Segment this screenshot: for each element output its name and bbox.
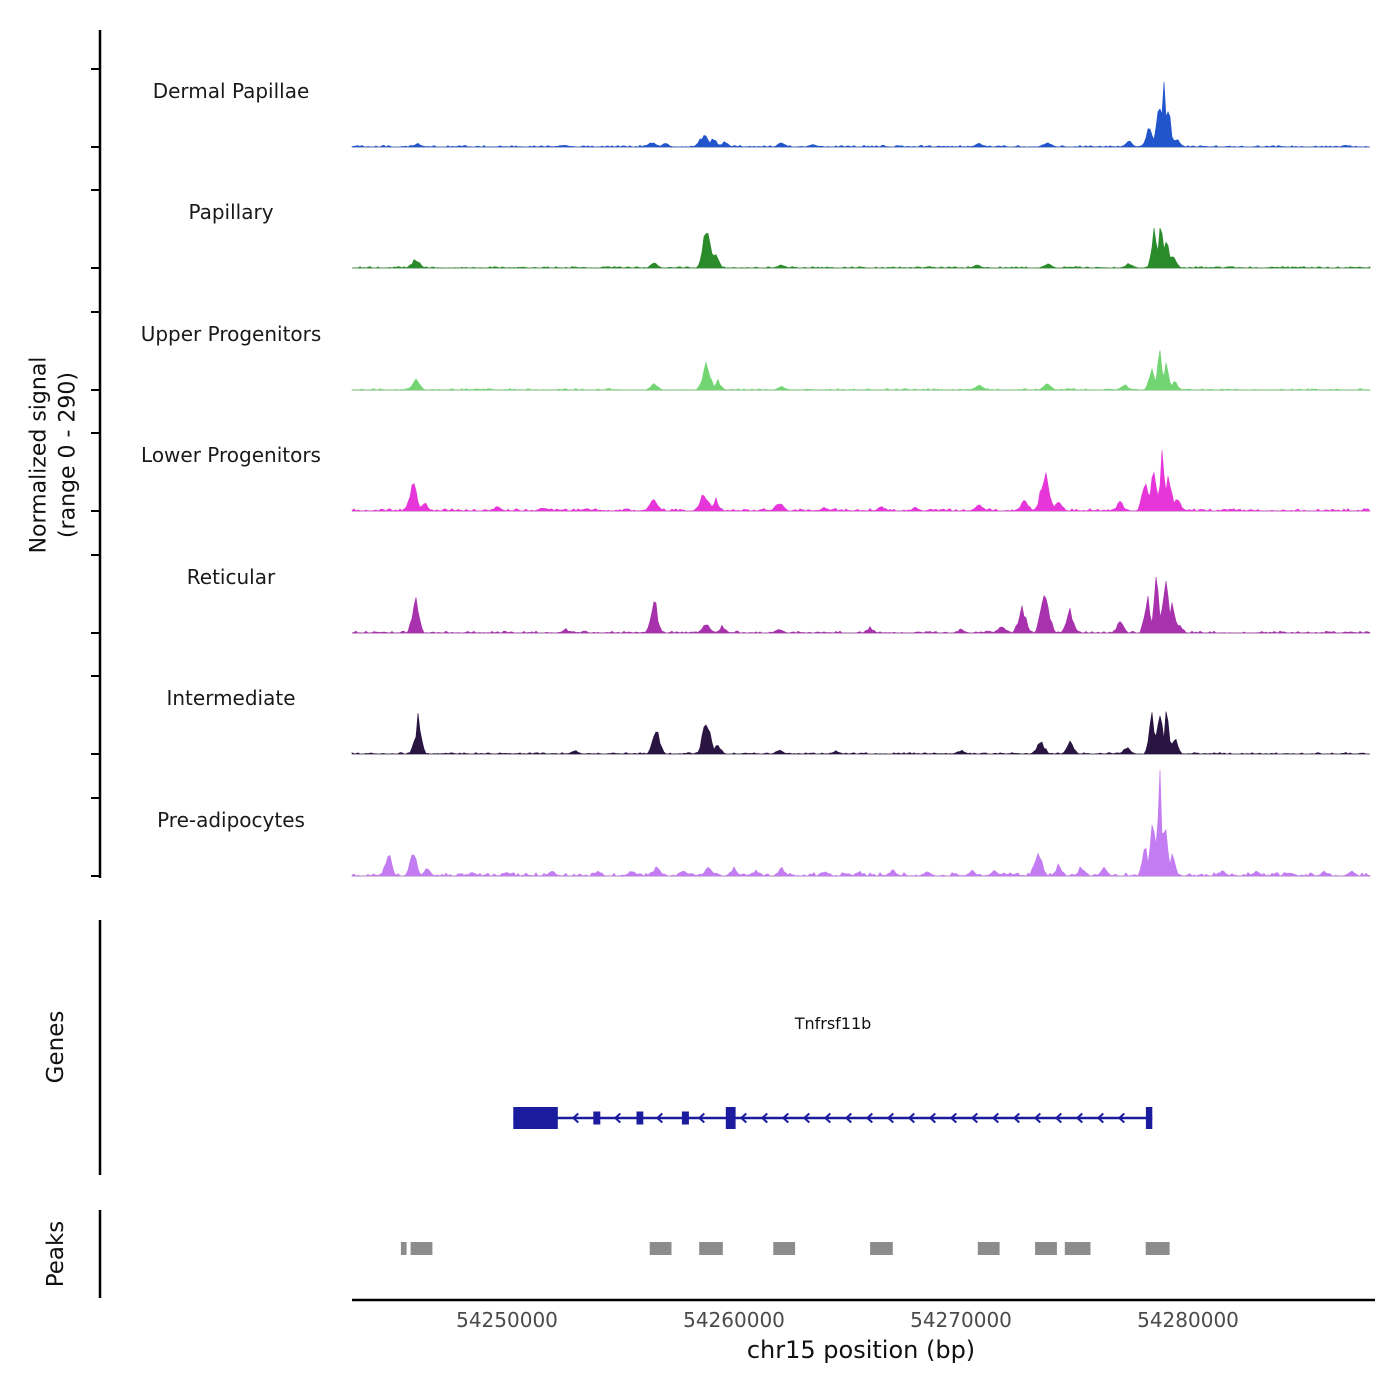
signal-track-intermediate xyxy=(351,711,1371,755)
track-label-lower-progenitors: Lower Progenitors xyxy=(141,443,321,467)
x-axis-title: chr15 position (bp) xyxy=(746,1336,976,1364)
track-label-intermediate: Intermediate xyxy=(166,686,296,710)
signal-track-reticular xyxy=(351,576,1371,634)
x-tick-label-54280000: 54280000 xyxy=(1137,1308,1239,1332)
signal-axis-spine xyxy=(91,30,102,878)
y-axis-label-line2: (range 0 - 290) xyxy=(55,371,80,539)
gene-model-tnfrsf11b xyxy=(513,1107,1153,1129)
track-label-papillary: Papillary xyxy=(188,200,274,224)
x-tick-label-54270000: 54270000 xyxy=(910,1308,1012,1332)
x-tick-label-54260000: 54260000 xyxy=(683,1308,785,1332)
peak-region-boxes xyxy=(400,1242,1170,1255)
gene-name-label: Tnfrsf11b xyxy=(794,1014,872,1033)
signal-track-pre-adipocytes xyxy=(351,769,1371,877)
signal-track-lower-progenitors xyxy=(351,450,1371,512)
track-label-pre-adipocytes: Pre-adipocytes xyxy=(157,808,305,832)
signal-track-upper-progenitors xyxy=(351,350,1371,391)
peaks-section-label: Peaks xyxy=(43,1220,69,1288)
y-axis-label: Normalized signal (range 0 - 290) xyxy=(25,357,82,554)
track-label-upper-progenitors: Upper Progenitors xyxy=(140,322,322,346)
track-label-reticular: Reticular xyxy=(186,565,276,589)
signal-track-papillary xyxy=(351,227,1371,269)
genes-section-label: Genes xyxy=(43,1010,69,1084)
x-tick-label-54250000: 54250000 xyxy=(456,1308,558,1332)
y-axis-label-line1: Normalized signal xyxy=(26,356,52,554)
signal-track-dermal-papillae xyxy=(351,81,1370,148)
track-label-dermal-papillae: Dermal Papillae xyxy=(152,79,310,103)
